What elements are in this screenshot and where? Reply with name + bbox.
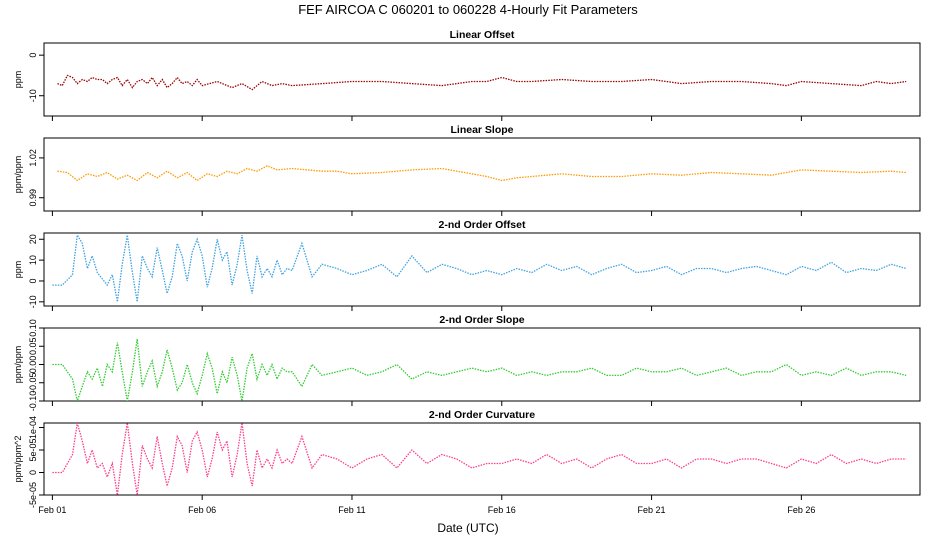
x-tick-label: Feb 21	[638, 505, 666, 515]
chart-panels: Linear Offset 0 -10 ppm Linear Slope 0.99 1.02…	[13, 29, 921, 508]
series-line	[52, 423, 907, 495]
panel-frame	[43, 137, 921, 212]
y-axis-label: ppm/ppm	[13, 346, 23, 384]
y-tick-label: -10	[28, 295, 38, 308]
y-tick-label: 0.10	[28, 319, 38, 337]
series-line	[57, 165, 907, 182]
y-tick-label: 0.05	[28, 337, 38, 355]
y-tick-label: -5e-05	[28, 482, 38, 508]
x-axis: Feb 01 Feb 06 Feb 11 Feb 16 Feb 21 Feb 26	[38, 505, 815, 515]
series-line	[57, 74, 907, 91]
y-tick-label: 0	[28, 278, 38, 283]
x-tick-label: Feb 16	[488, 505, 516, 515]
y-tick-label: 0	[28, 53, 38, 58]
y-axis-label: ppm/ppm	[13, 156, 23, 194]
y-tick-label: 10	[28, 255, 38, 265]
x-tick-label: Feb 01	[38, 505, 66, 515]
panel-frame	[43, 422, 921, 496]
y-tick-label: 5e-05	[28, 438, 38, 461]
panel-frame	[43, 327, 921, 402]
y-axis-label: ppm	[13, 261, 23, 279]
x-tick-label: Feb 11	[338, 505, 365, 515]
y-tick-label: 20	[28, 234, 38, 244]
y-tick-label: 0.00	[28, 356, 38, 374]
x-axis-label: Date (UTC)	[437, 521, 498, 535]
x-tick-label: Feb 06	[188, 505, 216, 515]
y-axis-label: ppm/ppm^2	[13, 436, 23, 483]
panel-4: 2-nd Order Slope 0.100.050.00-0.05-0.10 pp…	[13, 314, 921, 412]
panel-title: Linear Offset	[450, 29, 515, 41]
y-axis-label: ppm	[13, 71, 23, 89]
x-tick-label: Feb 26	[787, 505, 815, 515]
panel-frame	[43, 42, 921, 117]
chart-main-title: FEF AIRCOA C 060201 to 060228 4-Hourly F…	[298, 2, 638, 17]
panel-title: Linear Slope	[450, 124, 513, 136]
panel-title: 2-nd Order Curvature	[429, 409, 535, 421]
y-tick-label: -0.05	[28, 372, 38, 393]
panel-title: 2-nd Order Offset	[439, 219, 526, 231]
series-line	[52, 338, 907, 401]
panel-frame	[43, 232, 921, 307]
panel-3: 2-nd Order Offset 20 10 0 -10 ppm	[13, 219, 921, 311]
panel-2: Linear Slope 0.99 1.02 ppm/ppm	[13, 124, 921, 216]
y-tick-label: 0.99	[28, 189, 38, 207]
y-tick-label: -0.10	[28, 391, 38, 412]
y-tick-label: 1.02	[28, 149, 38, 167]
y-tick-label: 0	[28, 470, 38, 475]
y-tick-label: -10	[28, 89, 38, 102]
panel-title: 2-nd Order Slope	[439, 314, 524, 326]
y-tick-label: 1e-04	[28, 416, 38, 439]
series-line	[52, 233, 907, 302]
panel-1: Linear Offset 0 -10 ppm	[13, 29, 921, 121]
